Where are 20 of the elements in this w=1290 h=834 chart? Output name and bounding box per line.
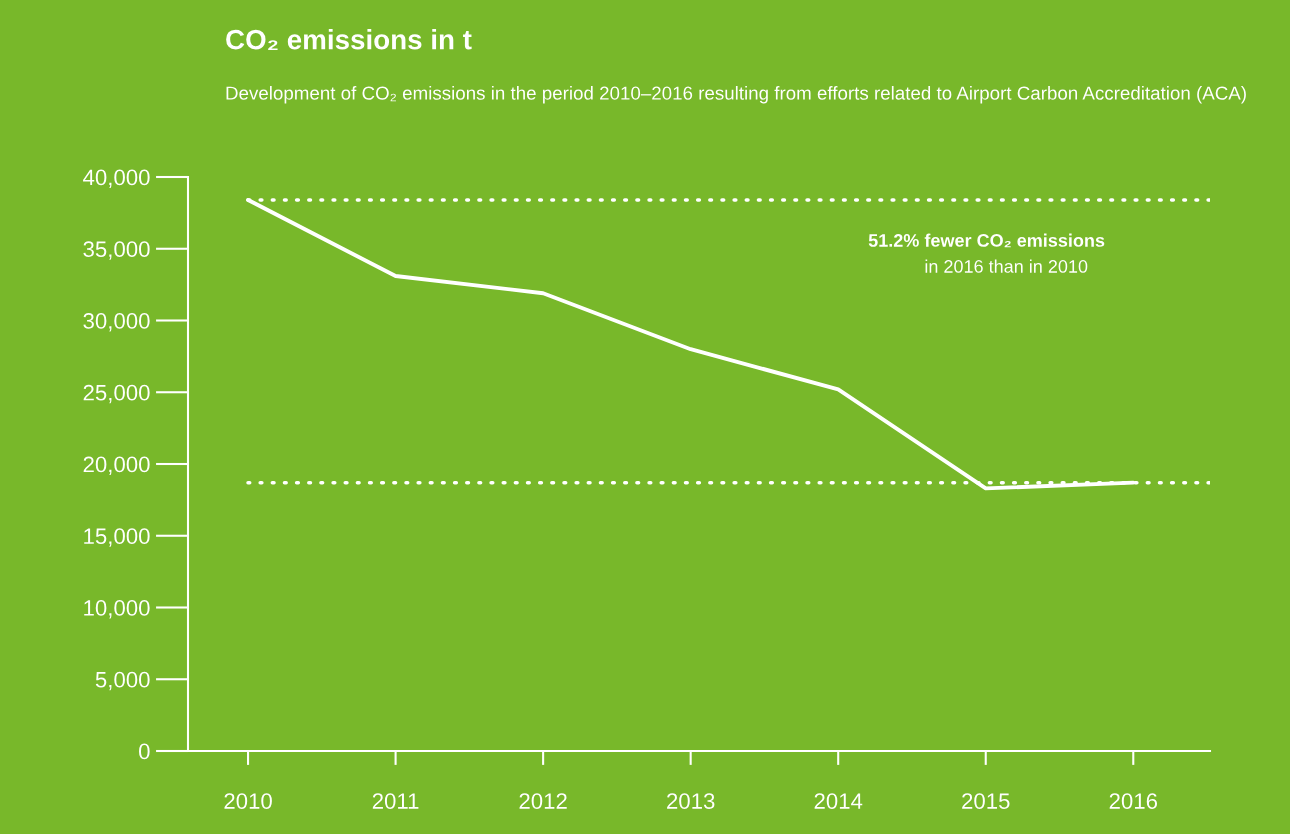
y-tick-label: 35,000	[83, 241, 150, 260]
x-tick-label: 2015	[962, 793, 1010, 809]
x-tick-label: 2011	[372, 793, 419, 809]
annotation: 51.2% fewer CO₂ emissions	[868, 233, 1105, 248]
y-tick-label: 15,000	[84, 528, 150, 547]
chart-subtitle: Development of CO₂ emissions in the period 2010–2016 resulting from efforts related to Airport Carbon Accreditation (ACA)	[226, 86, 1246, 104]
y-tick-label: 0	[139, 743, 150, 760]
x-tick-label: 2016	[1109, 793, 1158, 809]
y-tick-label: 10,000	[84, 600, 150, 619]
chart-title: CO₂ emissions in t	[226, 29, 472, 51]
annotation: in 2016 than in 2010	[925, 259, 1088, 273]
x-tick-label: 2013	[667, 793, 715, 809]
x-tick-label: 2014	[814, 793, 863, 809]
x-tick-label: 2012	[519, 793, 567, 809]
y-tick-label: 5,000	[95, 671, 150, 691]
y-tick-label: 25,000	[83, 384, 150, 404]
x-tick-label: 2010	[224, 793, 272, 809]
y-tick-label: 20,000	[83, 456, 150, 475]
y-tick-label: 40,000	[83, 169, 150, 188]
y-tick-label: 30,000	[83, 313, 150, 332]
